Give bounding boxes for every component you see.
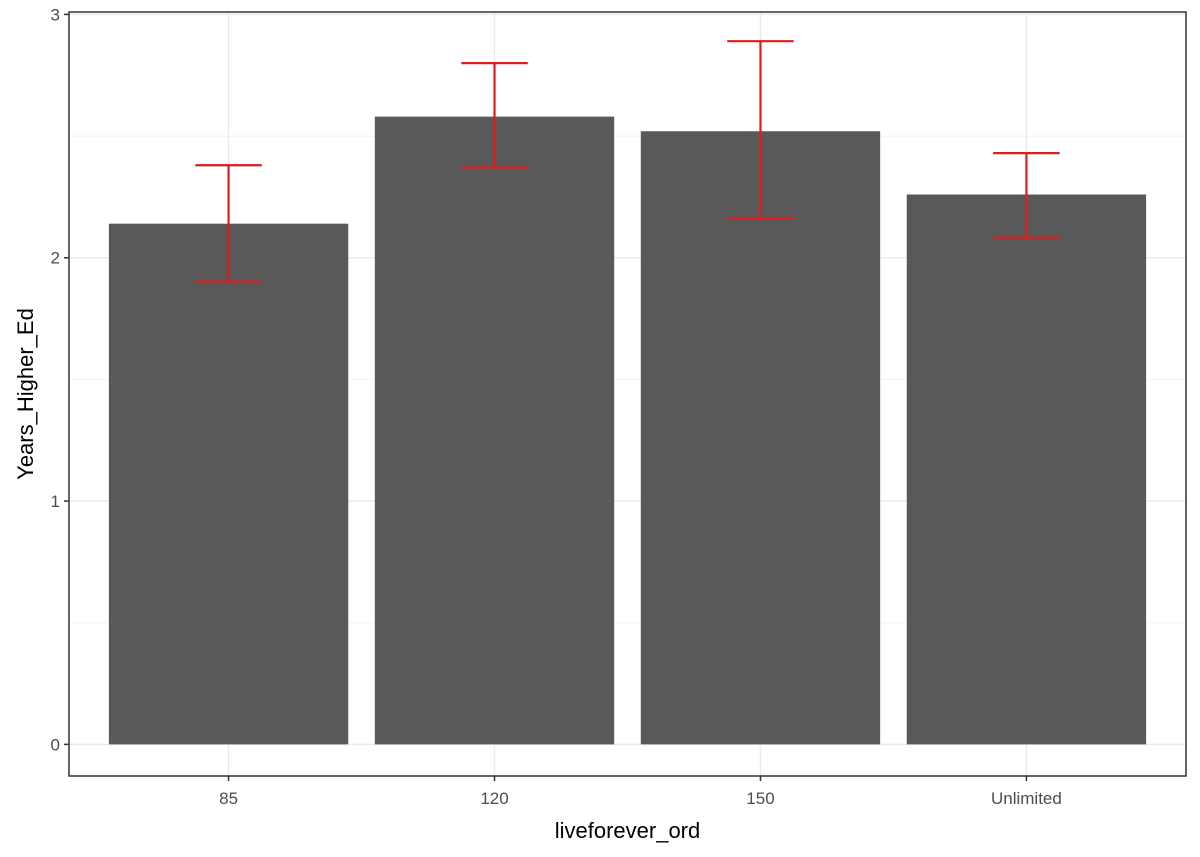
x-tick-label: 85	[219, 789, 238, 808]
y-tick-label: 3	[51, 5, 60, 24]
y-axis-title: Years_Higher_Ed	[13, 308, 38, 480]
bar	[906, 194, 1147, 745]
error-bar	[993, 152, 1060, 240]
x-tick-label: Unlimited	[991, 789, 1062, 808]
y-tick-label: 0	[51, 735, 60, 754]
y-tick-label: 2	[51, 249, 60, 268]
error-bars	[195, 40, 1060, 284]
y-tick-label: 1	[51, 492, 60, 511]
x-tick-label: 120	[480, 789, 508, 808]
x-tick-label: 150	[746, 789, 774, 808]
error-bar	[727, 40, 794, 220]
y-axis: 0 1 2 3	[51, 5, 69, 754]
error-bar	[461, 61, 528, 169]
x-axis-title: liveforever_ord	[555, 818, 701, 843]
plot-panel-border	[68, 11, 1187, 777]
bar	[640, 131, 881, 745]
bar	[374, 116, 615, 745]
bar	[108, 223, 349, 745]
error-bar	[195, 164, 262, 284]
x-axis: 85 120 150 Unlimited	[219, 776, 1062, 808]
bars	[108, 116, 1147, 745]
